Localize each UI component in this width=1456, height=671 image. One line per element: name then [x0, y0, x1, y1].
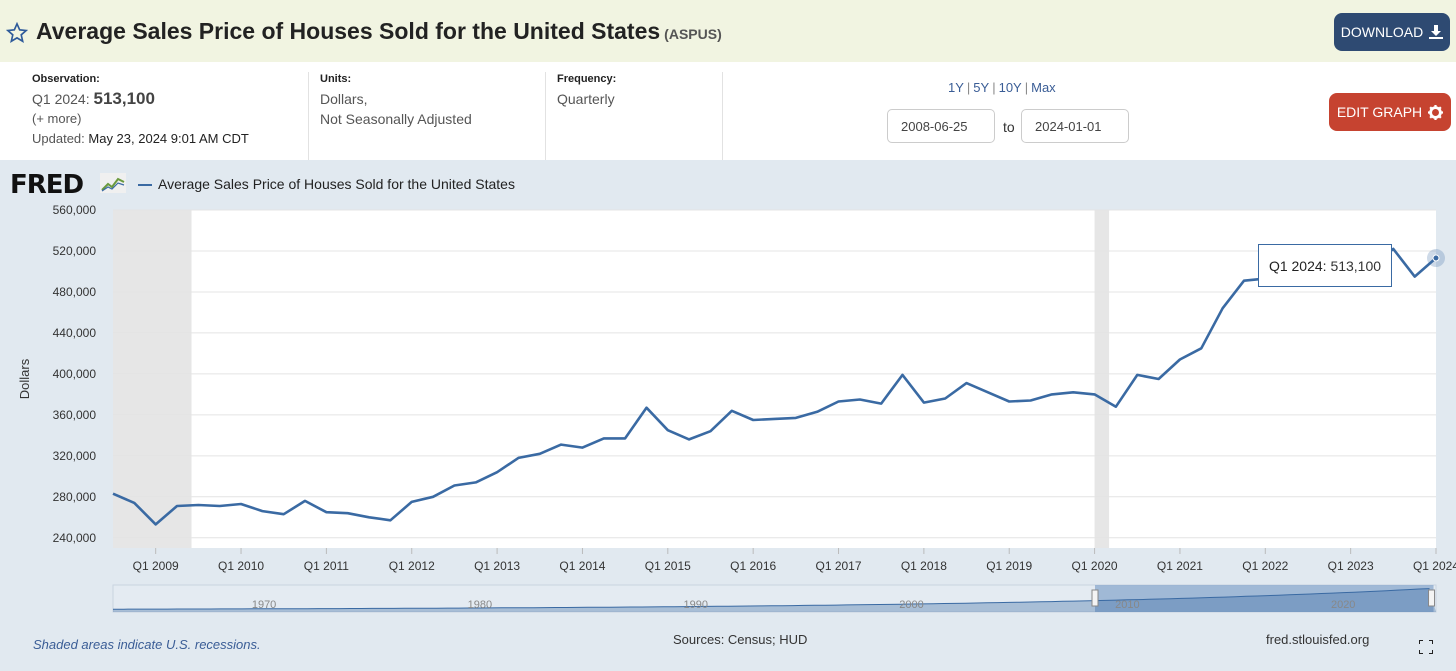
- x-tick-label: Q1 2016: [730, 559, 776, 573]
- range-1y-link[interactable]: 1Y: [948, 80, 964, 95]
- range-10y-link[interactable]: 10Y: [998, 80, 1022, 95]
- navigator-label: 2020: [1331, 599, 1355, 611]
- x-tick-label: Q1 2024: [1413, 559, 1456, 573]
- gear-icon: [1428, 104, 1444, 120]
- x-tick-label: Q1 2019: [986, 559, 1032, 573]
- frequency-block: Frequency: Quarterly: [557, 73, 717, 159]
- navigator-handle[interactable]: [1091, 589, 1099, 607]
- range-5y-link[interactable]: 5Y: [973, 80, 990, 95]
- site-link[interactable]: fred.stlouisfed.org: [1266, 632, 1370, 647]
- range-max-link[interactable]: Max: [1031, 80, 1056, 95]
- x-tick-label: Q1 2009: [133, 559, 179, 573]
- y-axis-label: Dollars: [17, 358, 32, 399]
- y-tick-label: 480,000: [53, 285, 97, 299]
- recession-band: [113, 210, 192, 548]
- navigator-selection: [1094, 585, 1434, 612]
- observation-value: 513,100: [93, 89, 155, 108]
- updated-label: Updated:: [32, 131, 85, 146]
- more-link[interactable]: (+ more): [32, 111, 82, 126]
- page-title: Average Sales Price of Houses Sold for t…: [36, 18, 722, 44]
- to-label: to: [1003, 119, 1015, 135]
- y-tick-label: 560,000: [53, 203, 97, 217]
- navigator-label: 1980: [468, 599, 492, 611]
- y-tick-label: 240,000: [53, 531, 97, 545]
- plot-area: [113, 210, 1436, 548]
- x-tick-label: Q1 2020: [1072, 559, 1118, 573]
- x-tick-label: Q1 2023: [1328, 559, 1374, 573]
- range-selector: 1Y | 5Y | 10Y | Max: [948, 80, 1056, 95]
- recession-note: Shaded areas indicate U.S. recessions.: [33, 637, 261, 652]
- x-tick-label: Q1 2021: [1157, 559, 1203, 573]
- y-tick-label: 360,000: [53, 408, 97, 422]
- edit-graph-label: EDIT GRAPH: [1336, 104, 1423, 120]
- navigator-area: [113, 588, 1436, 612]
- tooltip-period: Q1 2024:: [1268, 257, 1327, 274]
- x-tick-label: Q1 2015: [645, 559, 691, 573]
- navigator-label: 1970: [252, 599, 276, 611]
- fred-logo[interactable]: FRED: [10, 170, 84, 200]
- download-button[interactable]: DOWNLOAD: [1334, 13, 1450, 51]
- frequency-value: Quarterly: [557, 91, 615, 107]
- download-label: DOWNLOAD: [1340, 24, 1424, 40]
- units-line1: Dollars,: [320, 91, 368, 107]
- y-tick-label: 400,000: [53, 367, 97, 381]
- title-bar: Average Sales Price of Houses Sold for t…: [0, 0, 1456, 62]
- units-label: Units:: [320, 73, 352, 85]
- hover-point: [1432, 254, 1440, 262]
- y-tick-label: 440,000: [53, 326, 97, 340]
- y-tick-label: 280,000: [53, 490, 97, 504]
- y-tick-label: 320,000: [53, 449, 97, 463]
- start-date-input[interactable]: [887, 109, 995, 143]
- x-tick-label: Q1 2012: [389, 559, 435, 573]
- info-bar: Observation: Q1 2024: 513,100 (+ more) U…: [0, 62, 1456, 160]
- x-tick-label: Q1 2014: [559, 559, 605, 573]
- x-tick-label: Q1 2017: [815, 559, 861, 573]
- observation-label: Observation:: [32, 73, 100, 85]
- download-icon: [1429, 25, 1444, 39]
- navigator-line: [113, 588, 1430, 610]
- fullscreen-icon[interactable]: [1419, 640, 1433, 654]
- navigator-label: 2000: [899, 599, 923, 611]
- recession-band: [1094, 210, 1110, 548]
- observation-block: Observation: Q1 2024: 513,100 (+ more) U…: [32, 73, 302, 159]
- legend-swatch: [138, 184, 152, 186]
- x-tick-label: Q1 2018: [901, 559, 947, 573]
- navigator-handle[interactable]: [1428, 589, 1436, 607]
- observation-period: Q1 2024:: [32, 91, 90, 107]
- line-chart[interactable]: 240,000 280,000 320,000 360,000 400,000 440,0…: [0, 160, 1456, 630]
- units-line2: Not Seasonally Adjusted: [320, 111, 472, 127]
- units-block: Units: Dollars, Not Seasonally Adjusted: [320, 73, 540, 159]
- x-tick-label: Q1 2011: [304, 559, 349, 573]
- edit-graph-button[interactable]: EDIT GRAPH: [1329, 93, 1451, 131]
- end-date-input[interactable]: [1021, 109, 1129, 143]
- divider: [722, 72, 723, 160]
- y-tick-label: 520,000: [53, 244, 97, 258]
- logo-graph-icon: [100, 173, 126, 193]
- chart-tooltip: Q1 2024: 513,100: [1258, 244, 1392, 287]
- frequency-label: Frequency:: [557, 73, 617, 85]
- navigator-label: 1990: [683, 599, 707, 611]
- legend-label: Average Sales Price of Houses Sold for t…: [158, 176, 515, 192]
- tooltip-value: 513,100: [1330, 257, 1382, 274]
- series-code: (ASPUS): [664, 26, 722, 42]
- star-icon[interactable]: [6, 22, 28, 44]
- updated-value: May 23, 2024 9:01 AM CDT: [88, 131, 249, 146]
- sources-text: Sources: Census; HUD: [673, 632, 808, 647]
- series-line: [112, 247, 1437, 526]
- divider: [308, 72, 309, 160]
- x-tick-label: Q1 2013: [474, 559, 520, 573]
- x-tick-label: Q1 2010: [218, 559, 264, 573]
- divider: [545, 72, 546, 160]
- x-tick-label: Q1 2022: [1242, 559, 1288, 573]
- navigator-label: 2010: [1115, 599, 1139, 611]
